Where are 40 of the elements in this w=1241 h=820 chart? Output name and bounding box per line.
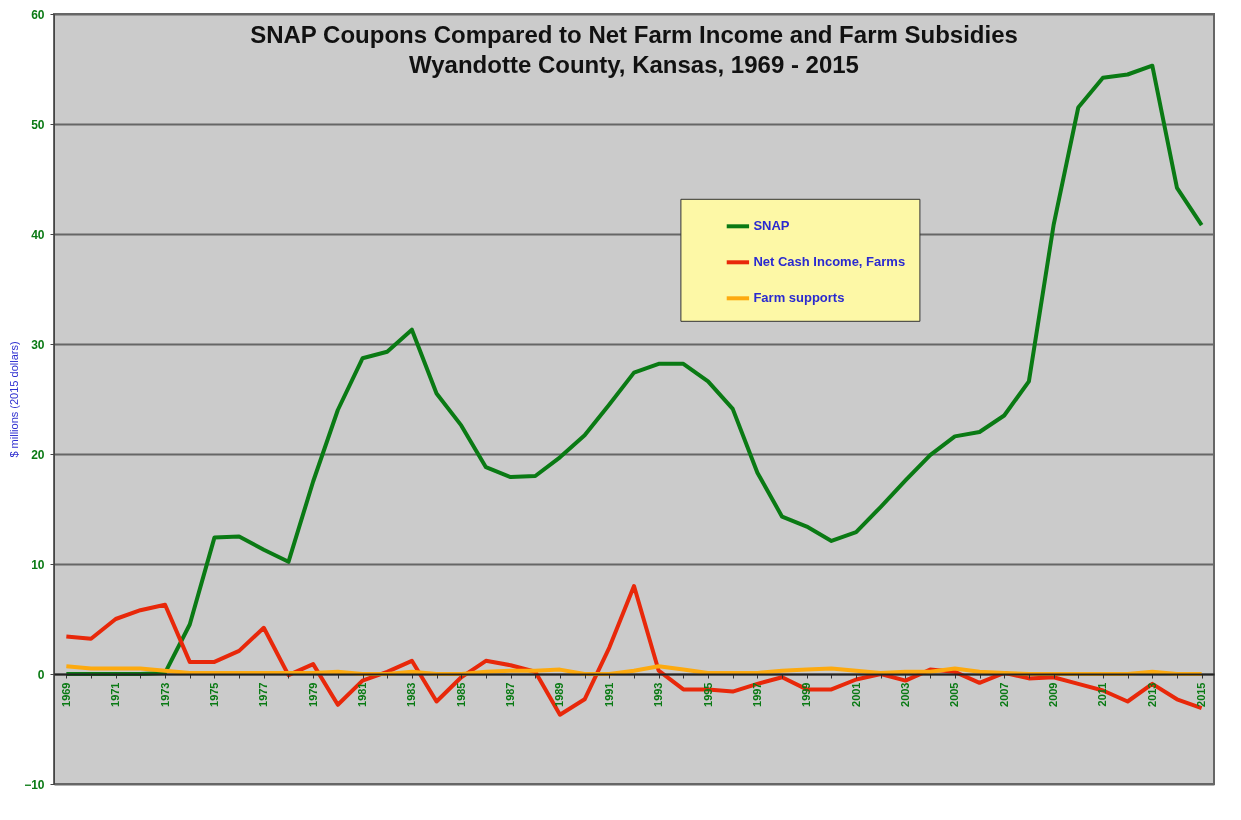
x-tick-label: 2007 (997, 682, 1010, 707)
x-tick-label: 1983 (405, 682, 418, 707)
line-series (64, 584, 1204, 717)
x-tick-label: 1993 (652, 682, 665, 707)
chart-title: SNAP Coupons Compared to Net Farm Income and Farm Subsidies (250, 21, 1018, 48)
x-tick-label: 1999 (800, 682, 813, 707)
line-series (64, 664, 1204, 676)
x-tick-label: 2013 (1145, 682, 1158, 707)
y-tick-label: −10 (24, 777, 45, 792)
x-tick-label: 1991 (602, 682, 615, 707)
x-tick-label: 2009 (1047, 682, 1060, 707)
x-tick-label: 2005 (948, 682, 961, 707)
y-tick-label: 60 (31, 7, 45, 22)
y-tick-label: 10 (31, 557, 45, 572)
x-tick-label: 1979 (306, 682, 319, 707)
x-tick-label: 1971 (109, 682, 122, 707)
legend-label: Farm supports (753, 290, 845, 306)
x-tick-label: 1989 (553, 682, 566, 707)
y-tick-label: 20 (31, 447, 45, 462)
x-tick-label: 2003 (898, 682, 911, 707)
x-tick-label: 2001 (849, 682, 862, 707)
legend-label: Net Cash Income, Farms (753, 254, 906, 270)
x-tick-label: 1969 (59, 682, 72, 707)
x-tick-label: 1975 (207, 682, 220, 707)
x-tick-label: 2015 (1195, 682, 1208, 707)
x-tick-label: 2011 (1096, 682, 1109, 707)
x-tick-label: 1995 (701, 682, 714, 707)
y-tick-label: 50 (31, 117, 45, 132)
x-tick-label: 1977 (257, 682, 270, 707)
x-tick-label: 1987 (504, 682, 517, 707)
y-axis-title: $ millions (2015 dollars) (8, 341, 21, 458)
y-tick-label: 0 (37, 667, 45, 682)
text: Wyandotte County, Kansas, 1969 - 2015 (409, 51, 859, 78)
x-tick-label: 1985 (454, 682, 467, 707)
y-tick-label: 30 (31, 337, 45, 352)
y-tick-label: 40 (31, 227, 45, 242)
x-tick-label: 1973 (158, 682, 171, 707)
legend-label: SNAP (753, 218, 790, 234)
x-tick-label: 1981 (356, 682, 369, 707)
x-tick-label: 1997 (750, 682, 763, 707)
